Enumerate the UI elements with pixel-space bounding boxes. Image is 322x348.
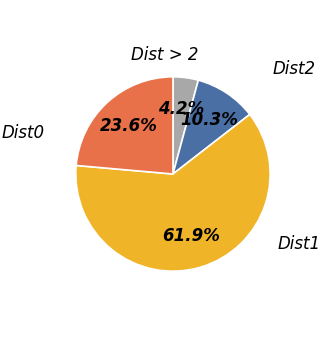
Text: 23.6%: 23.6% (100, 117, 158, 135)
Text: Dist1: Dist1 (278, 235, 321, 253)
Text: 61.9%: 61.9% (162, 228, 220, 245)
Text: Dist0: Dist0 (2, 124, 45, 142)
Text: 10.3%: 10.3% (180, 111, 238, 129)
Text: 4.2%: 4.2% (158, 101, 205, 118)
Wedge shape (173, 77, 198, 174)
Text: Dist > 2: Dist > 2 (131, 46, 199, 64)
Wedge shape (173, 80, 250, 174)
Wedge shape (76, 114, 270, 271)
Text: Dist2: Dist2 (272, 60, 315, 78)
Wedge shape (76, 77, 173, 174)
